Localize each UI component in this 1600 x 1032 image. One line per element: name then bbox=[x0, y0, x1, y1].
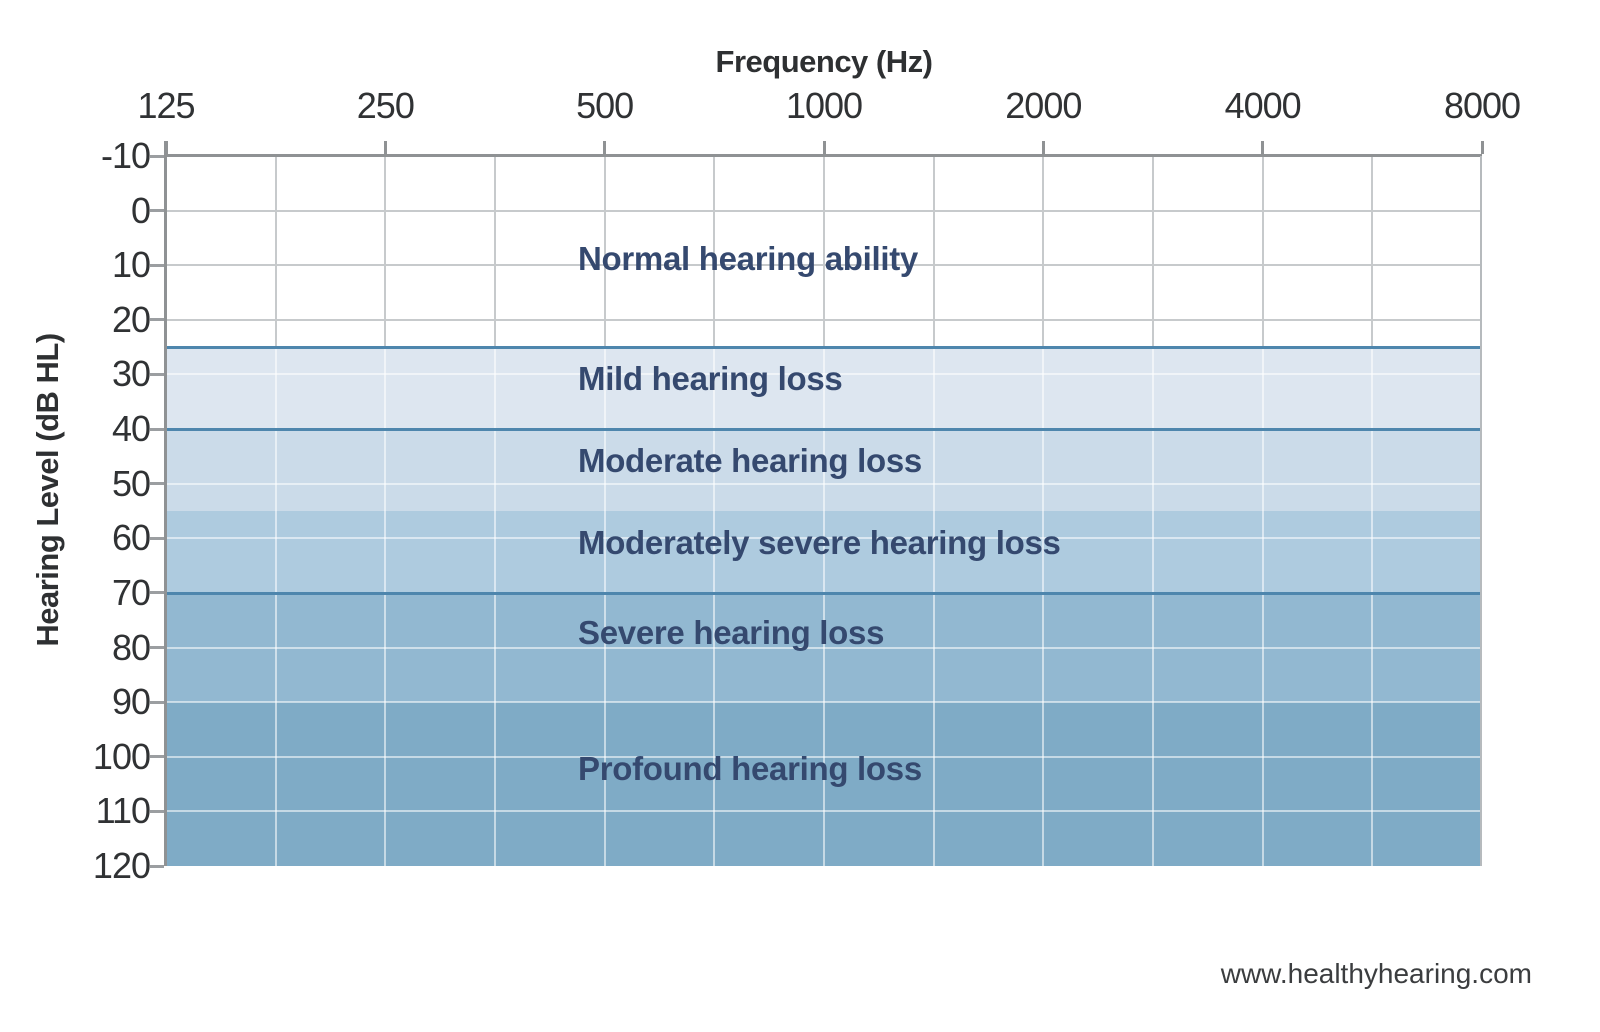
x-axis-line bbox=[164, 154, 1482, 157]
horizontal-gridline bbox=[166, 264, 1482, 267]
vertical-gridline bbox=[274, 156, 277, 348]
plot-right-border bbox=[1480, 156, 1482, 866]
x-tick-mark bbox=[822, 141, 826, 154]
y-tick-label: 90 bbox=[111, 681, 151, 723]
horizontal-gridline bbox=[166, 646, 1482, 649]
y-tick-label: 10 bbox=[111, 244, 151, 286]
y-tick-mark bbox=[150, 318, 164, 322]
y-tick-label: 20 bbox=[111, 298, 151, 340]
x-axis-title: Frequency (Hz) bbox=[715, 44, 933, 79]
y-tick-label: 120 bbox=[92, 845, 151, 886]
horizontal-gridline bbox=[166, 755, 1482, 758]
vertical-gridline bbox=[823, 156, 825, 348]
y-tick-mark bbox=[150, 427, 164, 431]
horizontal-gridline bbox=[166, 482, 1482, 485]
band-label-severe-hearing-loss: Severe hearing loss bbox=[578, 614, 885, 652]
vertical-gridline bbox=[1152, 347, 1154, 866]
y-tick-mark bbox=[150, 700, 164, 704]
y-tick-label: 80 bbox=[111, 626, 151, 668]
y-tick-mark bbox=[150, 646, 164, 650]
vertical-gridline bbox=[713, 156, 716, 348]
x-tick-mark bbox=[603, 141, 607, 154]
vertical-gridline bbox=[713, 347, 716, 866]
horizontal-gridline bbox=[166, 537, 1482, 540]
x-tick-label: 500 bbox=[576, 85, 634, 126]
vertical-gridline bbox=[1371, 156, 1374, 348]
vertical-gridline bbox=[823, 347, 825, 866]
band-label-moderate-hearing-loss: Moderate hearing loss bbox=[578, 442, 922, 480]
x-tick-label: 8000 bbox=[1443, 85, 1521, 126]
y-tick-label: -10 bbox=[100, 135, 151, 176]
x-tick-mark bbox=[383, 141, 387, 154]
watermark-url: www.healthyhearing.com bbox=[1220, 958, 1532, 989]
band-boundary-line bbox=[166, 591, 1482, 595]
y-tick-label: 30 bbox=[111, 353, 151, 395]
vertical-gridline bbox=[274, 347, 277, 866]
band-boundary-line bbox=[166, 428, 1482, 432]
x-tick-mark bbox=[1480, 141, 1484, 154]
vertical-gridline bbox=[384, 347, 387, 866]
vertical-gridline bbox=[1152, 156, 1154, 348]
vertical-gridline bbox=[1371, 347, 1374, 866]
x-tick-label: 4000 bbox=[1224, 85, 1302, 126]
vertical-gridline bbox=[1261, 156, 1264, 348]
vertical-gridline bbox=[932, 347, 935, 866]
band-boundary-line bbox=[166, 346, 1482, 350]
y-tick-mark bbox=[150, 536, 164, 540]
y-tick-label: 60 bbox=[111, 517, 151, 559]
y-axis-line bbox=[164, 141, 167, 866]
y-tick-label: 0 bbox=[130, 189, 151, 231]
x-tick-mark bbox=[1041, 141, 1045, 154]
y-tick-mark bbox=[150, 154, 164, 158]
band-label-normal-hearing-ability: Normal hearing ability bbox=[578, 240, 918, 278]
vertical-gridline bbox=[932, 156, 935, 348]
horizontal-gridline bbox=[166, 701, 1482, 704]
y-tick-mark bbox=[150, 591, 164, 595]
band-label-moderately-severe-hearing-loss: Moderately severe hearing loss bbox=[578, 524, 1061, 562]
vertical-gridline bbox=[603, 156, 606, 348]
y-tick-label: 40 bbox=[111, 408, 151, 450]
x-tick-mark bbox=[164, 141, 168, 154]
y-tick-mark bbox=[150, 372, 164, 376]
band-label-mild-hearing-loss: Mild hearing loss bbox=[578, 360, 843, 398]
y-tick-label: 110 bbox=[95, 790, 151, 832]
y-tick-label: 50 bbox=[111, 462, 151, 504]
y-tick-mark bbox=[150, 864, 164, 868]
vertical-gridline bbox=[384, 156, 387, 348]
vertical-gridline bbox=[494, 347, 496, 866]
y-tick-mark bbox=[150, 209, 164, 213]
y-tick-mark bbox=[150, 755, 164, 759]
horizontal-gridline bbox=[166, 318, 1482, 321]
horizontal-gridline bbox=[166, 373, 1482, 376]
vertical-gridline bbox=[603, 347, 606, 866]
y-tick-mark bbox=[150, 482, 164, 486]
horizontal-gridline bbox=[166, 810, 1482, 813]
band-label-profound-hearing-loss: Profound hearing loss bbox=[578, 750, 922, 788]
x-tick-label: 125 bbox=[137, 85, 195, 126]
vertical-gridline bbox=[1042, 347, 1045, 866]
y-tick-mark bbox=[150, 263, 164, 267]
x-tick-label: 250 bbox=[356, 85, 415, 126]
horizontal-gridline bbox=[166, 209, 1482, 212]
x-tick-mark bbox=[1261, 141, 1265, 154]
vertical-gridline bbox=[1042, 156, 1045, 348]
y-tick-label: 100 bbox=[92, 735, 151, 777]
y-tick-label: 70 bbox=[111, 571, 151, 613]
vertical-gridline bbox=[1261, 347, 1264, 866]
x-tick-label: 2000 bbox=[1005, 85, 1082, 126]
y-tick-mark bbox=[150, 809, 164, 813]
vertical-gridline bbox=[494, 156, 496, 348]
x-tick-label: 1000 bbox=[785, 85, 863, 126]
